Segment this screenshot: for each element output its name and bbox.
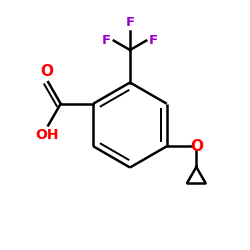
Text: F: F bbox=[102, 34, 111, 46]
Text: O: O bbox=[190, 139, 203, 154]
Text: F: F bbox=[126, 16, 134, 29]
Text: O: O bbox=[40, 64, 54, 79]
Text: F: F bbox=[149, 34, 158, 46]
Text: OH: OH bbox=[35, 128, 59, 142]
